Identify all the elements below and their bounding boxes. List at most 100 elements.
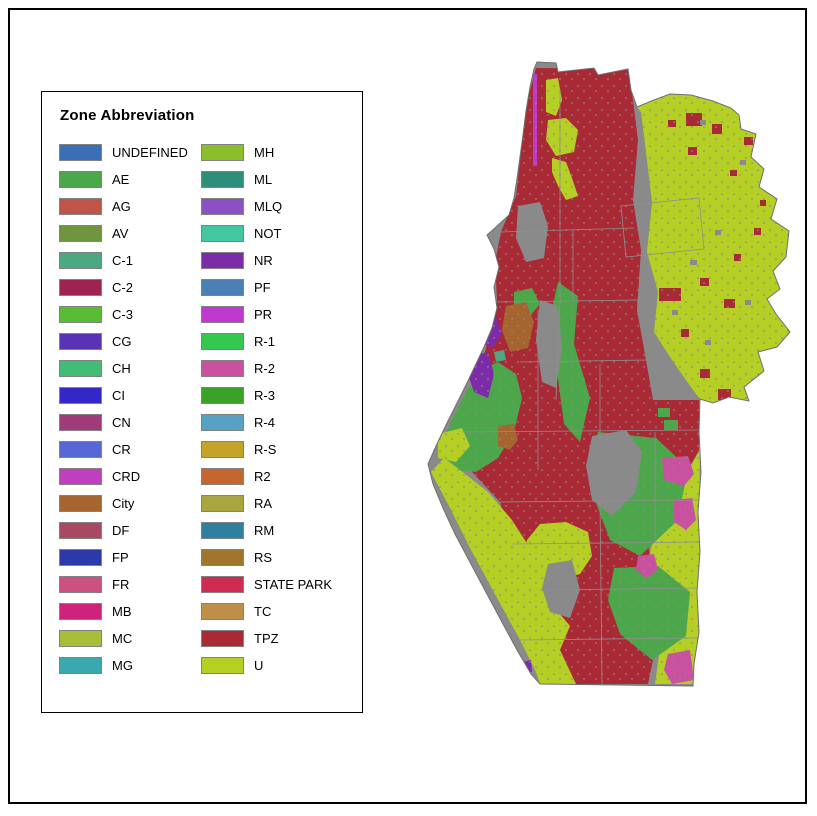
- legend-label: RM: [254, 523, 275, 538]
- legend-swatch: [59, 387, 102, 404]
- legend-label: R2: [254, 469, 271, 484]
- legend-label: FR: [112, 577, 130, 592]
- legend-column-right: MH ML MLQ NOT NR PF PR R-1 R-2 R-3 R-4 R-S R2 RA RM RS S…: [201, 144, 332, 674]
- legend-swatch: [59, 225, 102, 242]
- legend-item: STATE PARK: [201, 576, 332, 593]
- legend-label: RS: [254, 550, 273, 565]
- legend-label: R-2: [254, 361, 275, 376]
- legend-swatch: [59, 198, 102, 215]
- legend-item: R-1: [201, 333, 332, 350]
- legend-label: ML: [254, 172, 273, 187]
- legend-label: R-S: [254, 442, 277, 457]
- legend-item: UNDEFINED: [59, 144, 188, 161]
- legend-label: CI: [112, 388, 125, 403]
- legend-swatch: [59, 522, 102, 539]
- legend-swatch: [201, 144, 244, 161]
- legend-item: TC: [201, 603, 332, 620]
- legend-label: CH: [112, 361, 131, 376]
- legend-item: PR: [201, 306, 332, 323]
- legend-label: AG: [112, 199, 131, 214]
- legend-label: City: [112, 496, 135, 511]
- legend-label: MH: [254, 145, 275, 160]
- legend-item: R-3: [201, 387, 332, 404]
- legend-swatch: [59, 630, 102, 647]
- legend-item: FR: [59, 576, 188, 593]
- legend-label: RA: [254, 496, 273, 511]
- legend-label: DF: [112, 523, 130, 538]
- legend-label: FP: [112, 550, 129, 565]
- legend-swatch: [59, 360, 102, 377]
- legend-swatch: [59, 657, 102, 674]
- reservation-boundary-box: [620, 197, 705, 258]
- legend-swatch: [59, 576, 102, 593]
- legend-item: NOT: [201, 225, 332, 242]
- legend-item: CRD: [59, 468, 188, 485]
- legend-swatch: [59, 549, 102, 566]
- legend-label: C-2: [112, 280, 133, 295]
- legend-title: Zone Abbreviation: [60, 107, 195, 124]
- legend-label: MC: [112, 631, 133, 646]
- legend-item: CG: [59, 333, 188, 350]
- legend-item: CR: [59, 441, 188, 458]
- legend-label: MLQ: [254, 199, 283, 214]
- legend-swatch: [201, 252, 244, 269]
- legend-swatch: [59, 468, 102, 485]
- legend-item: R2: [201, 468, 332, 485]
- legend-item: TPZ: [201, 630, 332, 647]
- map-frame-border: [8, 8, 807, 804]
- legend-item: MLQ: [201, 198, 332, 215]
- legend-label: MG: [112, 658, 133, 673]
- legend-label: C-3: [112, 307, 133, 322]
- legend-item: RA: [201, 495, 332, 512]
- legend-item: MB: [59, 603, 188, 620]
- legend-item: NR: [201, 252, 332, 269]
- legend-label: CRD: [112, 469, 141, 484]
- legend-item: C-1: [59, 252, 188, 269]
- legend-item: AG: [59, 198, 188, 215]
- legend-label: R-4: [254, 415, 275, 430]
- legend-swatch: [201, 225, 244, 242]
- legend-label: TC: [254, 604, 272, 619]
- legend-label: R-3: [254, 388, 275, 403]
- legend-label: CN: [112, 415, 131, 430]
- legend-swatch: [201, 360, 244, 377]
- legend-swatch: [59, 414, 102, 431]
- legend-label: PR: [254, 307, 273, 322]
- legend-swatch: [201, 387, 244, 404]
- legend-label: AE: [112, 172, 130, 187]
- legend-item: R-2: [201, 360, 332, 377]
- legend-swatch: [201, 279, 244, 296]
- legend-label: CR: [112, 442, 131, 457]
- legend-item: PF: [201, 279, 332, 296]
- legend-label: C-1: [112, 253, 133, 268]
- legend-swatch: [59, 495, 102, 512]
- legend-label: NOT: [254, 226, 282, 241]
- legend-label: MB: [112, 604, 132, 619]
- legend-swatch: [59, 306, 102, 323]
- legend-label: CG: [112, 334, 132, 349]
- legend-box: Zone Abbreviation UNDEFINED AE AG AV C-1 C-2 C…: [41, 91, 363, 713]
- legend-item: AV: [59, 225, 188, 242]
- legend-label: STATE PARK: [254, 577, 333, 592]
- legend-swatch: [201, 198, 244, 215]
- legend-column-left: UNDEFINED AE AG AV C-1 C-2 C-3 CG CH CI CN CR CRD Cit…: [59, 144, 188, 674]
- legend-swatch: [201, 495, 244, 512]
- legend-label: PF: [254, 280, 271, 295]
- legend-swatch: [201, 603, 244, 620]
- legend-label: UNDEFINED: [112, 145, 188, 160]
- legend-item: C-3: [59, 306, 188, 323]
- legend-label: AV: [112, 226, 129, 241]
- legend-swatch: [201, 414, 244, 431]
- legend-swatch: [59, 144, 102, 161]
- legend-item: AE: [59, 171, 188, 188]
- legend-item: City: [59, 495, 188, 512]
- legend-swatch: [59, 171, 102, 188]
- legend-item: ML: [201, 171, 332, 188]
- legend-swatch: [59, 441, 102, 458]
- legend-item: FP: [59, 549, 188, 566]
- legend-item: R-4: [201, 414, 332, 431]
- legend-swatch: [201, 171, 244, 188]
- legend-item: RS: [201, 549, 332, 566]
- legend-swatch: [201, 468, 244, 485]
